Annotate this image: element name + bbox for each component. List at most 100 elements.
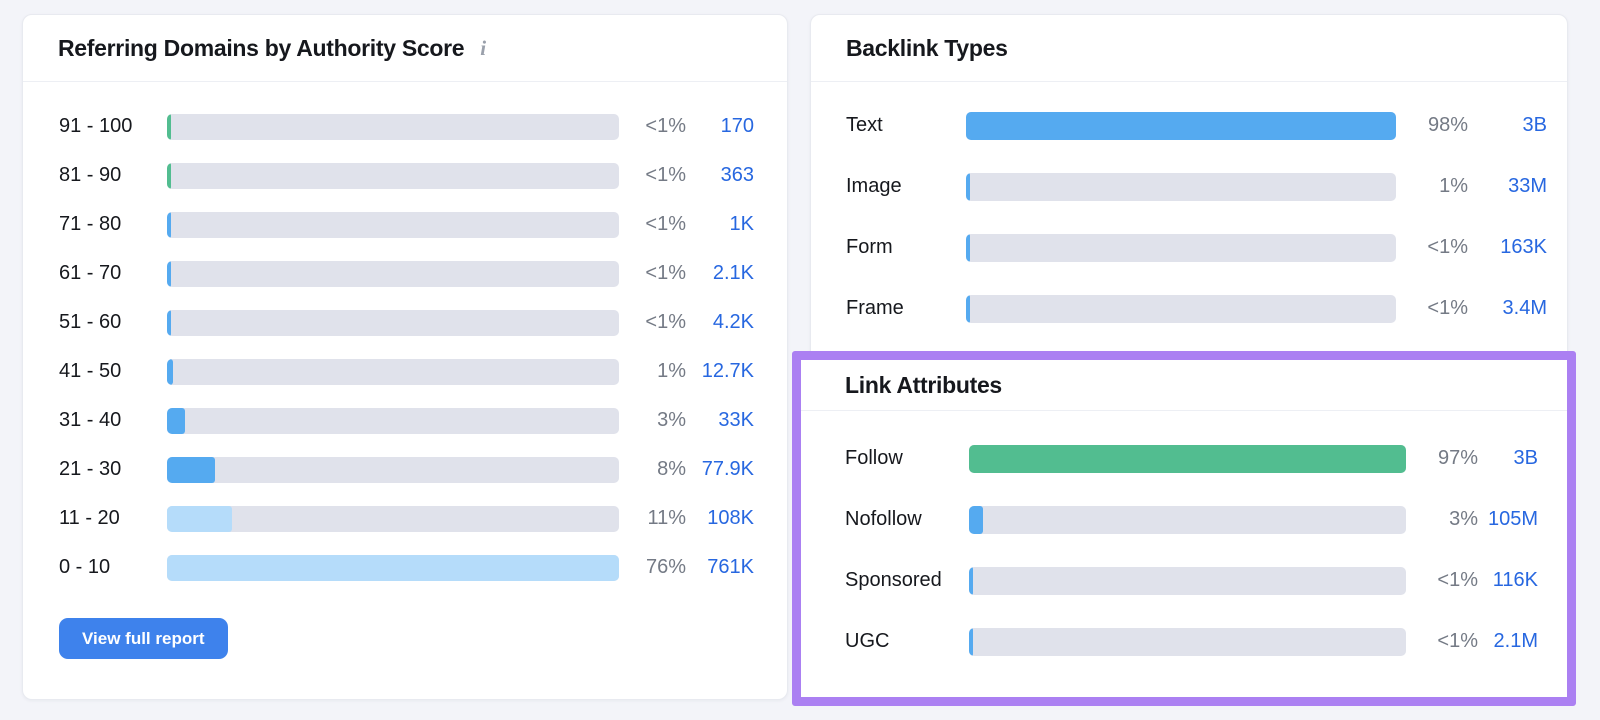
value-link[interactable]: 12.7K bbox=[701, 360, 754, 382]
value-link[interactable]: 3B bbox=[1522, 114, 1547, 136]
bar-fill bbox=[966, 294, 970, 323]
bar-track bbox=[167, 505, 619, 532]
bar-track bbox=[969, 566, 1406, 595]
bar-track bbox=[167, 260, 619, 287]
authority-row: 41 - 50 1% 12.7K bbox=[59, 347, 754, 396]
percent-label: 11% bbox=[647, 507, 686, 529]
bar-track bbox=[969, 627, 1406, 656]
authority-rows: 91 - 100 <1% 170 81 - 90 <1% 363 71 - 80… bbox=[23, 82, 787, 592]
value-link[interactable]: 170 bbox=[720, 115, 754, 137]
score-range-label: 21 - 30 bbox=[59, 458, 122, 480]
value-link[interactable]: 1K bbox=[729, 213, 754, 235]
percent-label: 1% bbox=[1439, 175, 1468, 197]
value-link[interactable]: 3B bbox=[1513, 447, 1538, 469]
percent-label: <1% bbox=[1427, 297, 1468, 319]
bar-track bbox=[167, 113, 619, 140]
info-icon[interactable]: i bbox=[480, 35, 487, 60]
value-link[interactable]: 3.4M bbox=[1502, 297, 1547, 319]
percent-label: <1% bbox=[645, 262, 686, 284]
percent-label: 3% bbox=[1449, 508, 1478, 530]
bar-track bbox=[167, 162, 619, 189]
card-title: Referring Domains by Authority Score bbox=[58, 34, 465, 61]
type-label: Image bbox=[846, 175, 902, 197]
bar-track bbox=[167, 407, 619, 434]
percent-label: 3% bbox=[657, 409, 686, 431]
bar-fill bbox=[167, 113, 172, 140]
card-title: Link Attributes bbox=[845, 371, 1002, 398]
score-range-label: 41 - 50 bbox=[59, 360, 122, 382]
bar-track bbox=[167, 211, 619, 238]
bar-fill bbox=[167, 211, 172, 238]
bar-fill bbox=[966, 111, 1396, 140]
score-range-label: 81 - 90 bbox=[59, 164, 122, 186]
type-label: Frame bbox=[846, 297, 904, 319]
bar-fill bbox=[167, 260, 172, 287]
percent-label: <1% bbox=[645, 213, 686, 235]
link-attribute-row: Nofollow 3% 105M bbox=[845, 489, 1538, 550]
value-link[interactable]: 4.2K bbox=[712, 311, 754, 333]
authority-row: 31 - 40 3% 33K bbox=[59, 396, 754, 445]
percent-label: <1% bbox=[645, 115, 686, 137]
value-link[interactable]: 105M bbox=[1487, 508, 1538, 530]
bar-fill bbox=[969, 444, 1406, 473]
bar-track bbox=[969, 505, 1406, 534]
score-range-label: 91 - 100 bbox=[59, 115, 133, 137]
value-link[interactable]: 363 bbox=[720, 164, 754, 186]
view-full-report-button[interactable]: View full report bbox=[59, 618, 228, 659]
value-link[interactable]: 108K bbox=[707, 507, 754, 529]
card-header: Backlink Types bbox=[811, 15, 1567, 82]
value-link[interactable]: 2.1K bbox=[712, 262, 754, 284]
value-link[interactable]: 761K bbox=[707, 556, 754, 578]
percent-label: <1% bbox=[1437, 569, 1478, 591]
bar-fill bbox=[167, 456, 215, 483]
bar-track bbox=[167, 358, 619, 385]
bar-fill bbox=[969, 505, 983, 534]
percent-label: <1% bbox=[645, 311, 686, 333]
card-header: Link Attributes bbox=[801, 360, 1567, 411]
backlink-type-row: Image 1% 33M bbox=[846, 156, 1547, 217]
type-label: Text bbox=[846, 114, 883, 136]
value-link[interactable]: 33K bbox=[718, 409, 754, 431]
backlink-type-row: Frame <1% 3.4M bbox=[846, 278, 1547, 339]
percent-label: <1% bbox=[1427, 236, 1468, 258]
attribute-label: Nofollow bbox=[845, 508, 922, 530]
percent-label: <1% bbox=[1437, 630, 1478, 652]
bar-track bbox=[167, 456, 619, 483]
card-header: Referring Domains by Authority Score i bbox=[23, 15, 787, 82]
bar-track bbox=[966, 233, 1396, 262]
value-link[interactable]: 33M bbox=[1508, 175, 1547, 197]
bar-fill bbox=[966, 233, 970, 262]
bar-fill bbox=[969, 627, 973, 656]
percent-label: 97% bbox=[1437, 447, 1478, 469]
bar-fill bbox=[167, 309, 172, 336]
authority-row: 0 - 10 76% 761K bbox=[59, 543, 754, 592]
authority-row: 91 - 100 <1% 170 bbox=[59, 102, 754, 151]
backlink-type-row: Text 98% 3B bbox=[846, 95, 1547, 156]
authority-row: 71 - 80 <1% 1K bbox=[59, 200, 754, 249]
bar-fill bbox=[167, 407, 185, 434]
score-range-label: 71 - 80 bbox=[59, 213, 122, 235]
link-attribute-row: UGC <1% 2.1M bbox=[845, 611, 1538, 672]
score-range-label: 51 - 60 bbox=[59, 311, 122, 333]
value-link[interactable]: 77.9K bbox=[701, 458, 754, 480]
score-range-label: 11 - 20 bbox=[59, 507, 120, 529]
score-range-label: 31 - 40 bbox=[59, 409, 122, 431]
type-label: Form bbox=[846, 236, 893, 258]
score-range-label: 61 - 70 bbox=[59, 262, 122, 284]
score-range-label: 0 - 10 bbox=[59, 556, 111, 578]
value-link[interactable]: 116K bbox=[1492, 569, 1538, 591]
authority-row: 21 - 30 8% 77.9K bbox=[59, 445, 754, 494]
value-link[interactable]: 163K bbox=[1500, 236, 1547, 258]
link-attribute-row: Sponsored <1% 116K bbox=[845, 550, 1538, 611]
backlink-type-row: Form <1% 163K bbox=[846, 217, 1547, 278]
authority-row: 51 - 60 <1% 4.2K bbox=[59, 298, 754, 347]
backlink-type-rows: Text 98% 3B Image 1% 33M Form <1% 163K F… bbox=[811, 82, 1567, 339]
card-title: Backlink Types bbox=[846, 34, 1008, 61]
attribute-label: Follow bbox=[845, 447, 903, 469]
value-link[interactable]: 2.1M bbox=[1493, 630, 1538, 652]
bar-fill bbox=[966, 172, 971, 201]
referring-domains-card: Referring Domains by Authority Score i 9… bbox=[22, 14, 788, 700]
percent-label: 76% bbox=[645, 556, 686, 578]
percent-label: <1% bbox=[645, 164, 686, 186]
